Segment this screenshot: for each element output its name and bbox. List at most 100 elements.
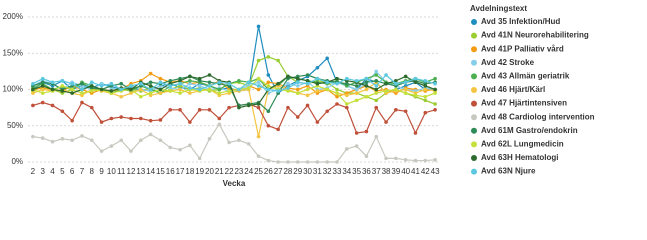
data-point (207, 80, 212, 85)
x-tick-label: 29 (293, 167, 302, 176)
x-tick-label: 15 (156, 167, 165, 176)
data-point (109, 144, 114, 148)
data-point (158, 91, 163, 95)
data-point (148, 87, 153, 92)
data-point (70, 91, 74, 95)
data-point (384, 89, 388, 93)
data-point (188, 91, 192, 95)
data-point (207, 84, 212, 88)
data-point (305, 93, 310, 98)
data-point (158, 76, 163, 81)
data-point (295, 91, 300, 95)
data-point (256, 58, 261, 63)
data-point (413, 76, 418, 81)
legend-label: Avd 61M Gastro/endokrin (481, 126, 578, 135)
data-point (129, 149, 133, 153)
data-point (286, 86, 290, 90)
legend-label: Avd 47 Hjärtintensiven (481, 99, 567, 108)
data-point (315, 76, 320, 81)
data-point (109, 81, 114, 86)
x-tick-label: 19 (195, 167, 204, 176)
data-point (325, 160, 329, 164)
x-tick-label: 12 (127, 167, 136, 176)
x-tick-label: 7 (80, 167, 85, 176)
data-point (40, 76, 45, 81)
data-point (129, 91, 133, 95)
data-point (335, 94, 339, 99)
data-point (305, 81, 310, 86)
legend-marker (471, 59, 477, 66)
data-point (374, 69, 379, 74)
legend-label: Avd 35 Infektion/Hud (481, 17, 560, 26)
x-tick-label: 38 (382, 167, 391, 176)
data-point (423, 98, 428, 103)
data-point (295, 76, 300, 81)
data-point (89, 84, 94, 88)
data-point (129, 84, 133, 88)
data-point (345, 147, 349, 151)
data-point (158, 138, 163, 143)
data-point (305, 160, 310, 164)
data-point (394, 79, 398, 83)
data-point (256, 80, 261, 85)
data-point (227, 81, 231, 86)
data-point (168, 145, 173, 150)
data-point (403, 74, 408, 79)
data-point (374, 73, 379, 77)
y-tick-label: 0% (11, 157, 23, 166)
legend-label: Avd 48 Cardiolog intervention (481, 112, 595, 121)
data-point (139, 94, 143, 99)
x-tick-label: 17 (176, 167, 185, 176)
data-point (335, 91, 339, 95)
data-point (178, 81, 182, 86)
data-point (305, 73, 310, 77)
data-point (99, 87, 104, 92)
legend-marker (471, 155, 477, 161)
legend-label: Avd 63N Njure (481, 167, 536, 176)
data-point (246, 86, 251, 90)
data-point (188, 120, 192, 124)
data-point (89, 89, 94, 93)
x-tick-label: 43 (431, 167, 440, 176)
x-tick-label: 23 (234, 167, 243, 176)
data-point (433, 108, 437, 112)
x-tick-label: 8 (90, 167, 95, 176)
x-tick-label: 2 (31, 167, 36, 176)
data-point (50, 139, 55, 144)
data-point (188, 143, 192, 148)
x-tick-label: 25 (254, 167, 263, 176)
data-point (384, 120, 388, 124)
data-point (433, 158, 437, 162)
data-point (40, 136, 45, 140)
data-point (266, 158, 271, 163)
x-tick-label: 37 (372, 167, 381, 176)
x-tick-label: 6 (70, 167, 75, 176)
data-point (315, 160, 320, 164)
data-point (237, 87, 241, 92)
data-point (178, 108, 182, 112)
data-point (335, 81, 339, 86)
data-point (423, 84, 428, 88)
data-point (60, 84, 65, 88)
data-point (246, 80, 251, 85)
data-point (31, 134, 35, 139)
data-point (256, 84, 261, 88)
data-point (139, 87, 143, 92)
y-tick-label: 200% (3, 12, 23, 21)
x-tick-label: 21 (215, 167, 224, 176)
data-point (217, 87, 222, 92)
data-point (413, 131, 418, 135)
data-point (374, 91, 379, 95)
series-line (32, 123, 436, 163)
data-point (50, 103, 55, 108)
data-point (80, 100, 84, 105)
data-point (60, 109, 65, 114)
data-point (295, 80, 300, 85)
data-point (148, 84, 153, 88)
data-point (266, 123, 271, 128)
data-point (256, 24, 261, 29)
chart: Vecka Avdelningstext 0%50%100%150%200%2 3… (3, 4, 595, 188)
data-point (305, 103, 310, 108)
data-point (31, 103, 35, 108)
data-point (207, 87, 212, 92)
